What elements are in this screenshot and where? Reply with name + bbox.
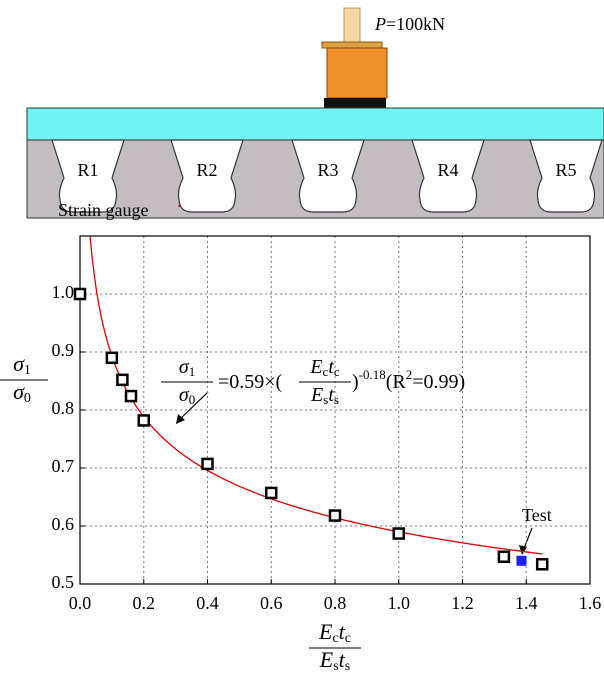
eq-rhs-den-part: s: [334, 392, 339, 407]
y-tick-label: 0.9: [52, 340, 75, 360]
eq-rhs-den: Ests: [310, 384, 339, 407]
fit-curve: [89, 236, 543, 555]
y-tick-label: 0.6: [52, 514, 75, 534]
rib-label: R4: [437, 160, 458, 180]
eq-tail-part: =: [412, 371, 423, 393]
eq-arrow: [177, 391, 209, 422]
x-axis-label-num-part: E: [318, 619, 333, 644]
y-tick-label: 0.8: [52, 398, 75, 418]
x-tick-label: 1.6: [579, 593, 602, 613]
test-label: Test: [522, 505, 552, 525]
data-point: [265, 486, 278, 500]
y-axis-label-den-part: σ: [13, 379, 25, 404]
eq-mid-part: ×(: [264, 371, 282, 393]
test-arrowhead: [519, 545, 527, 555]
data-point: [535, 558, 549, 571]
y-tick-label: 0.5: [52, 572, 75, 592]
eq-rhs-den-part: t: [328, 384, 334, 406]
eq-mid-part: 0.59: [229, 371, 264, 393]
x-tick-label: 0.8: [324, 593, 347, 613]
load-column: [343, 7, 361, 43]
rib: [291, 139, 365, 213]
eq-mid-part: =: [218, 371, 229, 393]
load-label-part: =100kN: [386, 14, 445, 34]
y-axis-label-num-part: σ: [13, 351, 25, 376]
x-tick-label: 0.4: [196, 593, 219, 613]
load-block: [326, 47, 388, 99]
eq-tail-part: 2: [406, 367, 413, 382]
eq-tail: )-0.18(R2=0.99): [352, 367, 465, 393]
eq-tail-part: ): [459, 371, 466, 393]
eq-rhs-num: Ectc: [309, 356, 340, 379]
rib: [411, 139, 485, 213]
eq-rhs-den-part: E: [310, 384, 323, 406]
data-point: [497, 550, 511, 563]
y-axis-label-num-part: 1: [24, 363, 31, 378]
load-label-part: P: [374, 14, 386, 34]
x-axis-label-den-part: s: [345, 659, 350, 674]
y-tick-label: 0.7: [52, 456, 75, 476]
data-point: [105, 351, 119, 365]
x-tick-label: 0.0: [69, 593, 92, 613]
x-axis-label-den: Ests: [319, 647, 350, 674]
load-plate: [321, 41, 383, 49]
eq-mid: =0.59×(: [218, 371, 283, 393]
data-point: [73, 287, 87, 301]
gauge-label: Strain gauge: [58, 200, 148, 220]
eq-rhs-num-part: t: [328, 356, 334, 378]
x-axis-label-num-part: t: [339, 619, 346, 644]
eq-lhs-den-part: 0: [189, 392, 196, 407]
rib-label: R3: [317, 160, 338, 180]
rib: [170, 139, 244, 213]
deck: [26, 107, 604, 141]
eq-tail-part: (R: [386, 371, 407, 393]
x-axis-label-num-part: c: [345, 631, 351, 646]
x-axis-label-den-part: t: [339, 647, 346, 672]
eq-rhs-num-part: c: [334, 364, 340, 379]
y-axis-label-den-part: 0: [24, 391, 31, 406]
eq-arrowhead: [176, 414, 185, 424]
data-point: [328, 509, 342, 522]
pad: [324, 98, 386, 108]
rib-label: R2: [196, 160, 217, 180]
data-point: [124, 389, 138, 403]
eq-rhs-num-part: c: [323, 364, 329, 379]
data-point: [392, 527, 405, 540]
x-axis-label-num-part: c: [332, 631, 338, 646]
eq-lhs-num-part: σ: [179, 356, 190, 378]
eq-tail-part: 0.99: [424, 371, 459, 393]
x-tick-label: 1.2: [451, 593, 474, 613]
x-tick-label: 1.0: [388, 593, 411, 613]
y-tick-label: 1.0: [52, 282, 75, 302]
y-axis-label-num: σ1: [13, 351, 31, 378]
rib-label: R5: [555, 160, 576, 180]
eq-tail-part: ): [352, 371, 359, 393]
load-label: P=100kN: [374, 14, 445, 34]
x-tick-label: 0.2: [133, 593, 156, 613]
data-point: [137, 414, 150, 427]
eq-rhs-den-part: s: [323, 392, 328, 407]
y-axis-label-den: σ0: [13, 379, 31, 406]
data-point: [116, 373, 129, 387]
test-point: [516, 555, 527, 566]
eq-rhs-num-part: E: [309, 356, 322, 378]
x-tick-label: 1.4: [515, 593, 538, 613]
eq-tail-part: -0.18: [359, 367, 386, 382]
eq-lhs-den: σ0: [179, 384, 195, 407]
rib: [51, 139, 125, 213]
x-axis-label-den-part: s: [333, 659, 338, 674]
x-axis-label-den-part: E: [319, 647, 334, 672]
eq-lhs-den-part: σ: [179, 384, 190, 406]
rib: [529, 139, 603, 213]
data-point: [201, 457, 214, 471]
eq-lhs-num-part: 1: [189, 364, 196, 379]
eq-lhs-num: σ1: [179, 356, 195, 379]
x-tick-label: 0.6: [260, 593, 283, 613]
x-axis-label-num: Ectc: [318, 619, 351, 646]
rib-label: R1: [77, 160, 98, 180]
plot-frame: [79, 235, 591, 585]
